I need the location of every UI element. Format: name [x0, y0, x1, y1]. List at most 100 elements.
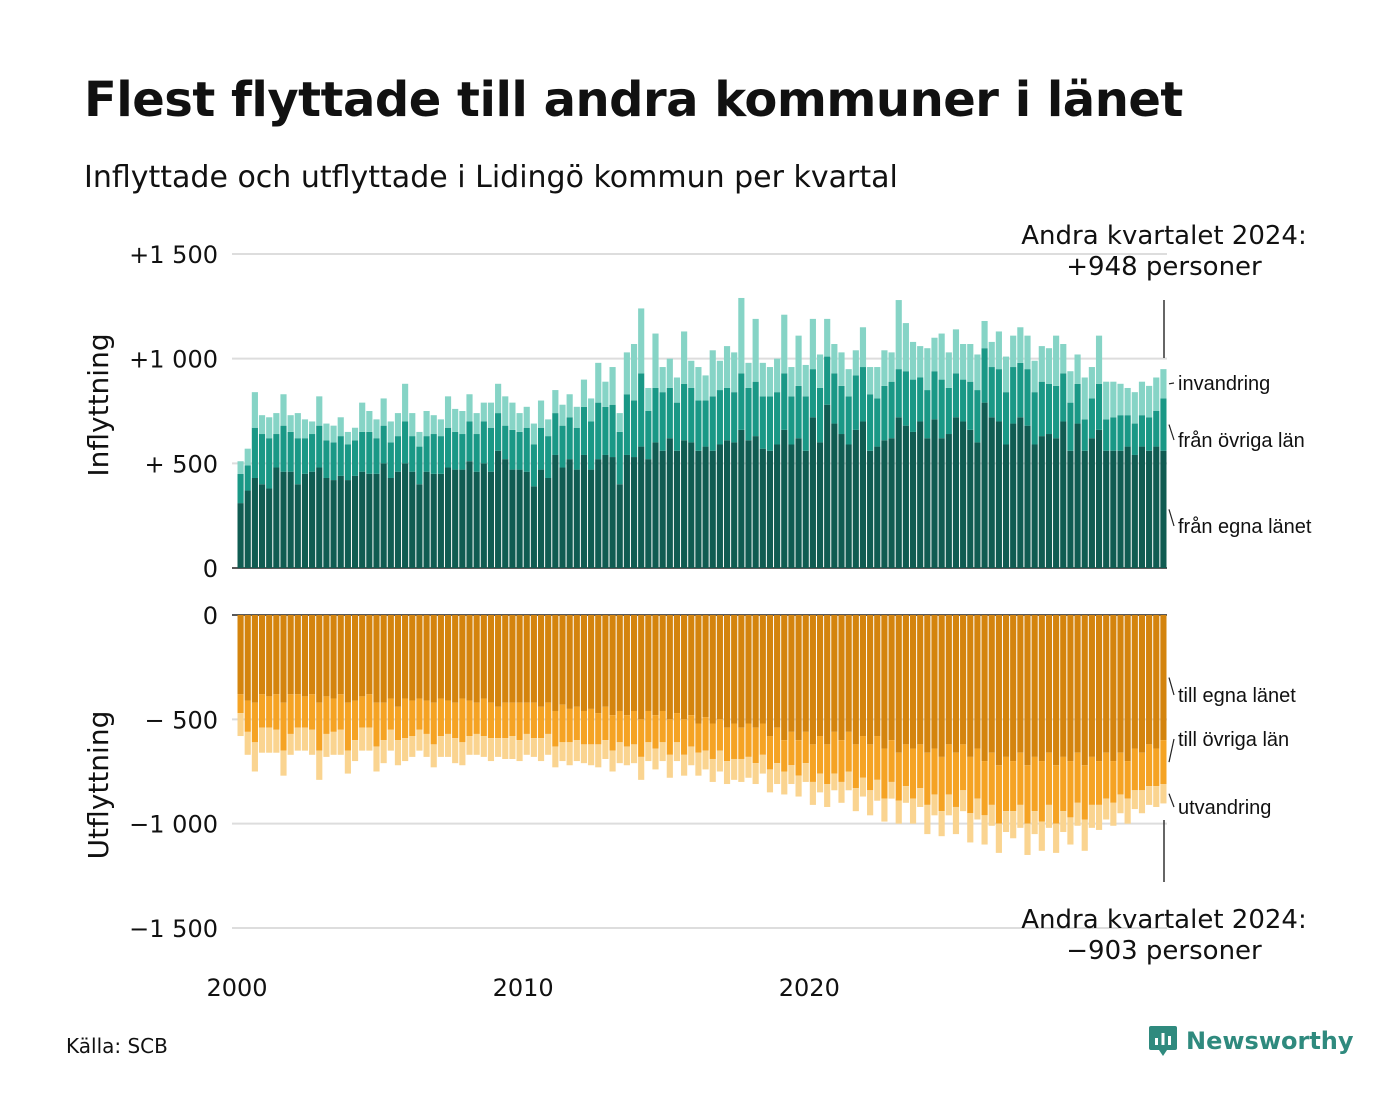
outflow-bar-segment [1060, 811, 1067, 833]
inflow-bar-segment [781, 429, 788, 568]
inflow-bar-segment [859, 421, 867, 568]
outflow-bar-segment [416, 615, 423, 699]
inflow-bar-segment [988, 341, 995, 368]
outflow-bar-segment [423, 615, 430, 701]
outflow-bar-segment [344, 702, 351, 751]
outflow-bar-segment [838, 740, 845, 782]
outflow-bar-segment [423, 700, 430, 734]
top-y-tick-label: + 500 [144, 450, 218, 478]
outflow-bar-segment [351, 740, 359, 762]
outflow-bar-segment [459, 742, 466, 766]
outflow-bar-segment [1031, 811, 1038, 835]
inflow-bar-segment [630, 457, 638, 568]
outflow-bar-segment [673, 742, 681, 762]
inflow-bar-segment [716, 390, 723, 445]
outflow-bar-segment [1081, 615, 1088, 766]
inflow-bar-segment [638, 446, 645, 568]
outflow-bar-segment [681, 754, 688, 776]
inflow-bar-segment [301, 438, 309, 474]
outflow-bar-segment [409, 700, 416, 737]
outflow-bar-segment [1103, 752, 1110, 799]
outflow-bar-segment [316, 615, 323, 703]
inflow-bar-segment [938, 379, 945, 439]
outflow-bar-segment [1117, 615, 1124, 753]
inflow-bar-segment [473, 434, 480, 472]
series-label: till övriga län [1178, 729, 1289, 751]
outflow-bar-segment [502, 702, 509, 739]
inflow-bar-segment [273, 434, 280, 468]
outflow-bar-segment [580, 710, 588, 745]
outflow-bar-segment [301, 696, 309, 728]
series-label-leader [1168, 509, 1175, 527]
outflow-bar-segment [616, 710, 623, 743]
inflow-bar-segment [838, 352, 845, 386]
inflow-bar-segment [909, 379, 917, 432]
outflow-bar-segment [580, 744, 588, 764]
outflow-bar-segment [387, 698, 394, 730]
outflow-bar-segment [323, 615, 330, 697]
inflow-bar-segment [759, 448, 766, 568]
inflow-bar-segment [1010, 423, 1017, 568]
inflow-bar-segment [988, 417, 995, 568]
inflow-bar-segment [344, 431, 351, 445]
series-label-leader [1168, 738, 1175, 763]
outflow-bar-segment [981, 615, 988, 762]
outflow-bar-segment [473, 615, 480, 703]
inflow-bar-segment [1038, 436, 1045, 568]
outflow-bar-segment [280, 702, 287, 751]
outflow-bar-segment [809, 781, 816, 805]
outflow-bar-segment [1067, 817, 1074, 845]
outflow-bar-segment [845, 731, 852, 772]
outflow-bar-segment [545, 615, 552, 703]
inflow-bar-segment [323, 440, 330, 478]
outflow-bar-segment [1146, 786, 1153, 805]
inflow-bar-segment [745, 387, 752, 441]
outflow-bar-segment [530, 738, 537, 757]
inflow-bar-segment [673, 450, 681, 568]
inflow-bar-segment [688, 442, 695, 568]
outflow-bar-segment [888, 781, 895, 799]
inflow-bar-segment [566, 459, 573, 568]
outflow-bar-segment [702, 615, 709, 718]
outflow-bar-segment [258, 694, 266, 728]
outflow-bar-segment [616, 742, 623, 764]
outflow-bar-segment [824, 744, 831, 785]
inflow-bar-segment [888, 381, 895, 439]
outflow-bar-segment [1017, 752, 1024, 805]
outflow-bar-segment [1053, 765, 1060, 824]
outflow-bar-segment [623, 615, 630, 716]
inflow-bar-segment [874, 398, 881, 447]
outflow-bar-segment [723, 727, 731, 762]
outflow-bar-segment [330, 698, 337, 732]
outflow-bar-segment [1146, 615, 1153, 745]
brand-logo[interactable]: Newsworthy [1148, 1024, 1354, 1058]
outflow-bar-segment [852, 788, 859, 812]
series-label: från övriga län [1178, 430, 1305, 452]
outflow-bar-segment [1117, 752, 1124, 795]
inflow-bar-segment [723, 346, 731, 388]
outflow-bar-segment [266, 615, 273, 697]
inflow-bar-segment [316, 425, 323, 468]
inflow-bar-segment [795, 335, 802, 386]
outflow-bar-segment [387, 615, 394, 699]
inflow-bar-segment [516, 413, 523, 432]
outflow-bar-segment [487, 615, 495, 703]
outflow-bar-segment [402, 738, 409, 762]
inflow-bar-segment [588, 421, 595, 470]
outflow-bar-segment [795, 615, 802, 741]
inflow-bar-segment [1038, 381, 1045, 437]
outflow-bar-segment [716, 750, 723, 772]
inflow-bar-segment [917, 346, 924, 378]
inflow-bar-segment [802, 450, 809, 568]
outflow-bar-segment [745, 723, 752, 757]
inflow-bar-segment [237, 503, 244, 568]
outflow-bar-segment [1088, 804, 1095, 828]
outflow-bar-segment [666, 719, 673, 755]
inflow-bar-segment [874, 446, 881, 568]
outflow-bar-segment [759, 723, 766, 755]
outflow-bar-segment [802, 615, 809, 732]
outflow-bar-segment [795, 775, 802, 797]
inflow-bar-segment [781, 314, 788, 374]
inflow-bar-segment [595, 362, 602, 403]
inflow-bar-segment [1067, 450, 1074, 568]
